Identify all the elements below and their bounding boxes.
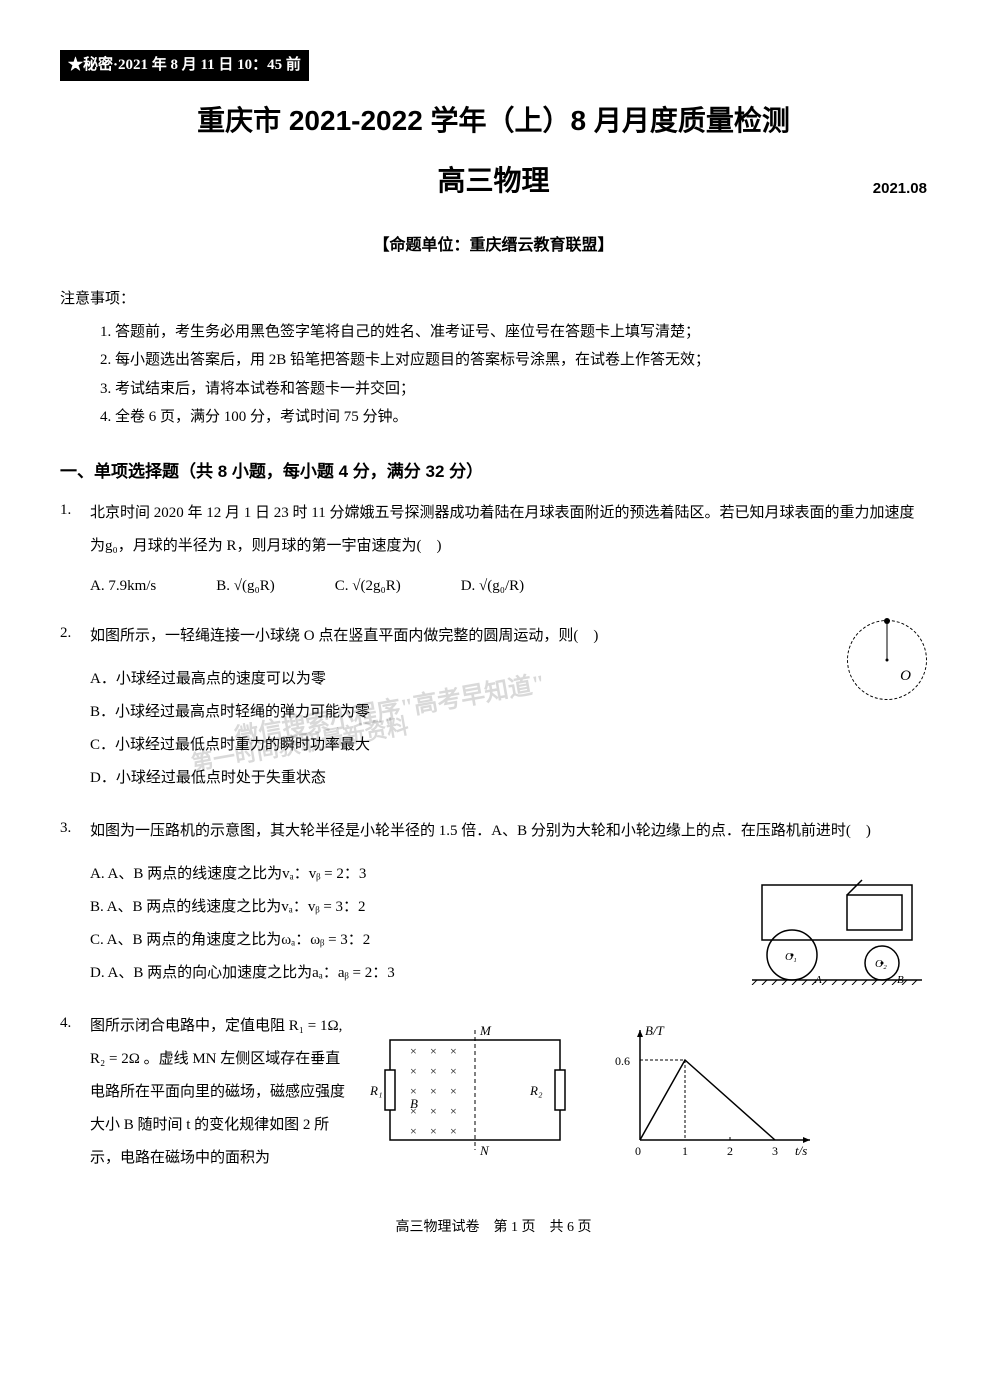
option-d: D．小球经过最低点时处于失重状态	[90, 762, 927, 795]
question-body: 图所示闭合电路中，定值电阻 R₁ = 1Ω, R₂ = 2Ω 。虚线 MN 左侧…	[90, 1010, 927, 1175]
graph-svg: B/T t/s 0.6 0 1 2 3	[610, 1020, 820, 1160]
x-tick-0: 0	[635, 1144, 641, 1158]
option-a: A. A、B 两点的线速度之比为vₐ：vᵦ = 2：3	[90, 858, 727, 891]
svg-text:×: ×	[450, 1084, 457, 1098]
figures-container: × × × × × × × × × × × × × × × M N	[370, 1020, 820, 1175]
question-text: 北京时间 2020 年 12 月 1 日 23 时 11 分嫦娥五号探测器成功着…	[90, 497, 927, 563]
notice-item: 2. 每小题选出答案后，用 2B 铅笔把答题卡上对应题目的答案标号涂黑，在试卷上…	[100, 346, 927, 375]
svg-text:×: ×	[430, 1084, 437, 1098]
label-m: M	[479, 1023, 492, 1038]
label-n: N	[479, 1143, 490, 1158]
truck-figure: O₁ A O₂ B	[747, 875, 927, 995]
svg-text:×: ×	[430, 1044, 437, 1058]
svg-text:×: ×	[450, 1124, 457, 1138]
title-main: 重庆市 2021-2022 学年（上）8 月月度质量检测	[60, 96, 927, 146]
notice-item: 3. 考试结束后，请将本试卷和答题卡一并交回；	[100, 375, 927, 404]
svg-text:×: ×	[450, 1064, 457, 1078]
svg-text:×: ×	[410, 1124, 417, 1138]
x-tick-1: 1	[682, 1144, 688, 1158]
svg-text:×: ×	[410, 1044, 417, 1058]
svg-text:×: ×	[450, 1044, 457, 1058]
label-o1: O₁	[785, 951, 797, 963]
page-footer: 高三物理试卷 第 1 页 共 6 页	[60, 1215, 927, 1240]
y-axis-label: B/T	[645, 1023, 665, 1038]
question-num: 4.	[60, 1010, 90, 1175]
option-d: D. √(g₀/R)	[461, 573, 524, 600]
x-tick-3: 3	[772, 1144, 778, 1158]
question-text: 如图为一压路机的示意图，其大轮半径是小轮半径的 1.5 倍．A、B 分别为大轮和…	[90, 815, 927, 848]
org-unit: 【命题单位：重庆缙云教育联盟】	[60, 232, 927, 261]
x-tick-2: 2	[727, 1144, 733, 1158]
question-num: 1.	[60, 497, 90, 600]
secret-banner: ★秘密·2021 年 8 月 11 日 10：45 前	[60, 50, 309, 81]
circle-figure: O	[847, 620, 927, 700]
options-row: A. 7.9km/s B. √(g₀R) C. √(2g₀R) D. √(g₀/…	[90, 573, 927, 600]
question-3: 3. 如图为一压路机的示意图，其大轮半径是小轮半径的 1.5 倍．A、B 分别为…	[60, 815, 927, 990]
notice-list: 1. 答题前，考生务必用黑色签字笔将自己的姓名、准考证号、座位号在答题卡上填写清…	[60, 318, 927, 432]
title-sub: 高三物理	[437, 165, 549, 196]
option-a: A．小球经过最高点的速度可以为零	[90, 663, 927, 696]
options-col: A．小球经过最高点的速度可以为零 B．小球经过最高点时轻绳的弹力可能为零 C．小…	[90, 663, 927, 795]
question-body: 如图所示，一轻绳连接一小球绕 O 点在竖直平面内做完整的圆周运动，则( ) A．…	[90, 620, 927, 795]
notice-item: 4. 全卷 6 页，满分 100 分，考试时间 75 分钟。	[100, 403, 927, 432]
option-b: B. A、B 两点的线速度之比为vₐ：vᵦ = 3：2	[90, 891, 727, 924]
option-b: B. √(g₀R)	[216, 573, 274, 600]
option-c: C. √(2g₀R)	[335, 573, 401, 600]
label-b: B	[897, 974, 904, 985]
svg-text:×: ×	[450, 1104, 457, 1118]
question-1: 1. 北京时间 2020 年 12 月 1 日 23 时 11 分嫦娥五号探测器…	[60, 497, 927, 600]
question-text: 如图所示，一轻绳连接一小球绕 O 点在竖直平面内做完整的圆周运动，则( )	[90, 620, 927, 653]
x-axis-label: t/s	[795, 1143, 807, 1158]
question-2: 微信搜索小程序"高考早知道" 第一时间获取最新资料 2. 如图所示，一轻绳连接一…	[60, 620, 927, 795]
label-r2: R₂	[529, 1083, 543, 1098]
svg-text:×: ×	[430, 1104, 437, 1118]
svg-text:×: ×	[430, 1064, 437, 1078]
svg-text:×: ×	[410, 1064, 417, 1078]
section-header: 一、单项选择题（共 8 小题，每小题 4 分，满分 32 分）	[60, 457, 927, 488]
question-body: 北京时间 2020 年 12 月 1 日 23 时 11 分嫦娥五号探测器成功着…	[90, 497, 927, 600]
y-tick: 0.6	[615, 1054, 630, 1068]
option-b: B．小球经过最高点时轻绳的弹力可能为零	[90, 696, 927, 729]
label-a: A	[814, 974, 822, 985]
label-o2: O₂	[875, 958, 887, 970]
question-4: 4. 图所示闭合电路中，定值电阻 R₁ = 1Ω, R₂ = 2Ω 。虚线 MN…	[60, 1010, 927, 1175]
option-a: A. 7.9km/s	[90, 573, 156, 600]
title-sub-container: 高三物理 2021.08	[60, 156, 927, 206]
option-c: C. A、B 两点的角速度之比为ωₐ：ωᵦ = 3：2	[90, 924, 727, 957]
circuit-svg: × × × × × × × × × × × × × × × M N	[370, 1020, 580, 1160]
truck-svg: O₁ A O₂ B	[747, 875, 927, 985]
option-c: C．小球经过最低点时重力的瞬时功率最大	[90, 729, 927, 762]
question-text: 图所示闭合电路中，定值电阻 R₁ = 1Ω, R₂ = 2Ω 。虚线 MN 左侧…	[90, 1010, 370, 1175]
question-num: 3.	[60, 815, 90, 990]
notice-header: 注意事项：	[60, 286, 927, 313]
label-b-field: B	[410, 1096, 418, 1111]
label-r1: R₁	[370, 1083, 382, 1098]
question-num: 2.	[60, 620, 90, 795]
svg-text:×: ×	[430, 1124, 437, 1138]
circle-label-o: O	[900, 663, 911, 690]
notice-item: 1. 答题前，考生务必用黑色签字笔将自己的姓名、准考证号、座位号在答题卡上填写清…	[100, 318, 927, 347]
option-d: D. A、B 两点的向心加速度之比为aₐ：aᵦ = 2：3	[90, 957, 727, 990]
title-date: 2021.08	[873, 175, 927, 202]
